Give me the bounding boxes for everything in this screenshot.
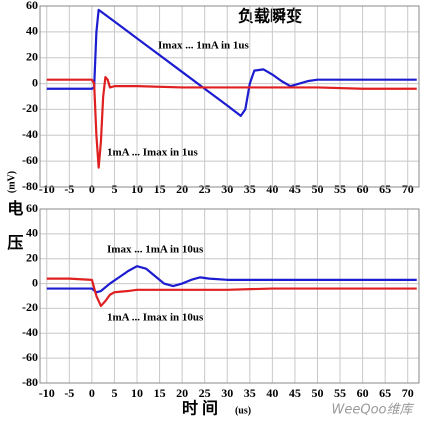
x-tick-label: -5 (64, 386, 74, 400)
x-tick-label: 55 (334, 386, 346, 400)
x-tick-label: 65 (379, 386, 391, 400)
x-tick-label: 20 (176, 182, 188, 196)
y-tick-label: -20 (22, 300, 38, 314)
x-tick-label: 70 (402, 182, 414, 196)
y-tick-label: 60 (26, 0, 38, 12)
y-tick-label: 0 (32, 75, 38, 89)
data-line (46, 76, 417, 169)
data-line (46, 265, 417, 294)
x-tick-label: 40 (266, 386, 278, 400)
x-axis-label: 时 间 (182, 399, 218, 418)
x-tick-label: 50 (311, 386, 323, 400)
annotation: 1mA ... Imax in 1us (107, 147, 198, 159)
x-tick-label: -10 (39, 386, 55, 400)
x-tick-label: 5 (111, 182, 117, 196)
y-tick-label: 40 (26, 24, 38, 38)
x-tick-label: -5 (64, 182, 74, 196)
y-tick-label: 20 (26, 49, 38, 63)
y-tick-label: -60 (22, 153, 38, 167)
data-line (46, 8, 417, 117)
y-tick-label: -80 (22, 179, 38, 193)
x-tick-label: 35 (244, 386, 256, 400)
annotation: 1mA ... Imax in 10us (107, 312, 204, 324)
x-tick-label: 25 (199, 182, 211, 196)
y-tick-label: -40 (22, 127, 38, 141)
y-tick-label: -40 (22, 325, 38, 339)
x-tick-label: 65 (379, 182, 391, 196)
chart-title: 负载瞬变 (238, 7, 302, 26)
y-tick-label: -20 (22, 101, 38, 115)
y-tick-label: 20 (26, 250, 38, 264)
watermark: WeeQoo维库 (332, 403, 415, 418)
x-tick-label: 70 (402, 386, 414, 400)
y-tick-label: 60 (26, 201, 38, 215)
x-tick-label: 45 (289, 182, 301, 196)
x-tick-label: 60 (357, 386, 369, 400)
x-tick-label: 25 (199, 386, 211, 400)
x-tick-label: 20 (176, 386, 188, 400)
x-tick-label: 30 (221, 386, 233, 400)
x-tick-label: -10 (39, 182, 55, 196)
y-tick-label: 0 (32, 275, 38, 289)
x-tick-label: 15 (154, 386, 166, 400)
y-tick-label: -80 (22, 375, 38, 389)
y-axis-unit: (mV) (6, 171, 17, 193)
x-tick-label: 5 (111, 386, 117, 400)
x-tick-label: 10 (131, 182, 143, 196)
x-tick-label: 0 (89, 386, 95, 400)
y-axis-label: 电压 (4, 199, 23, 268)
annotation: Imax ... 1mA in 1us (158, 40, 249, 52)
y-tick-label: -60 (22, 350, 38, 364)
x-tick-label: 55 (334, 182, 346, 196)
x-tick-label: 60 (357, 182, 369, 196)
x-tick-label: 35 (244, 182, 256, 196)
x-tick-label: 40 (266, 182, 278, 196)
y-tick-label: 40 (26, 226, 38, 240)
x-tick-label: 15 (154, 182, 166, 196)
plot-frame (39, 208, 420, 384)
x-tick-label: 45 (289, 386, 301, 400)
x-axis-unit: (us) (235, 405, 251, 416)
x-tick-label: 50 (311, 182, 323, 196)
plot-frame (39, 5, 420, 188)
x-tick-label: 0 (89, 182, 95, 196)
annotation: Imax ... 1mA in 10us (107, 244, 204, 256)
x-tick-label: 10 (131, 386, 143, 400)
data-line (46, 277, 417, 308)
x-tick-label: 30 (221, 182, 233, 196)
